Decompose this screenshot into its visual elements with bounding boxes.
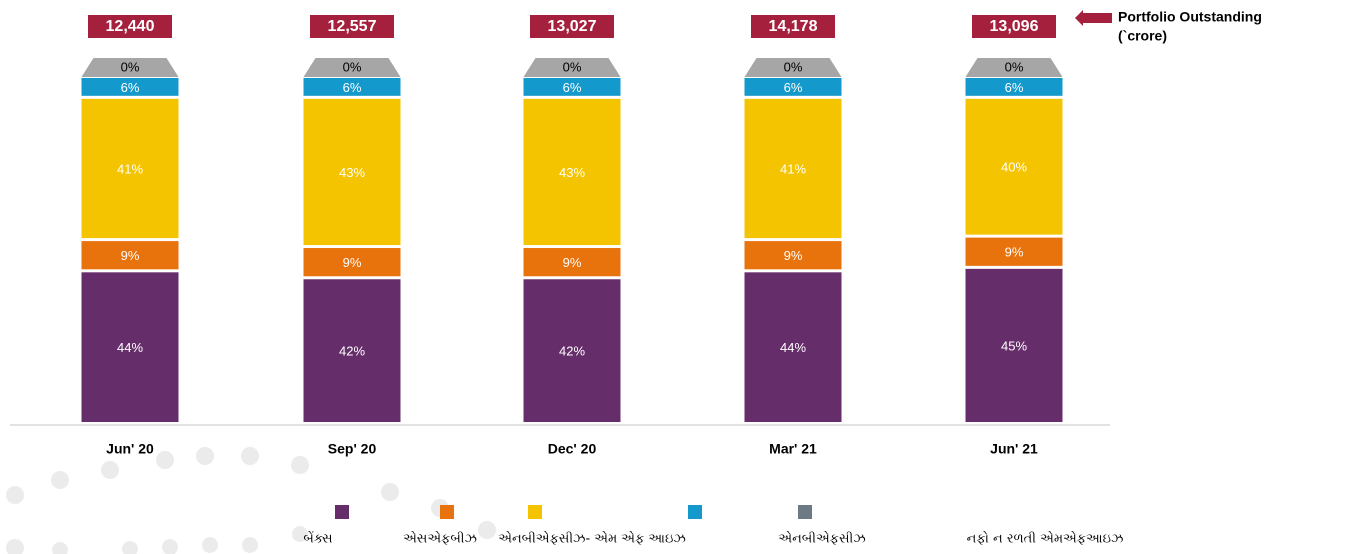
total-label: 12,440 [106,18,155,35]
value-label: 6% [121,80,140,95]
legend-label: એનબીએફસીઝ [778,531,865,547]
bar-segment [523,98,621,246]
value-label: 9% [121,248,140,263]
x-tick-label: Mar' 21 [769,441,817,457]
bar-segment [523,78,621,96]
bar-cap [81,58,179,77]
value-label: 41% [780,161,806,176]
value-label: 40% [1001,160,1027,175]
total-label: 13,096 [990,18,1039,35]
bar-segment [965,78,1063,96]
total-box [751,15,835,38]
total-label: 14,178 [769,18,818,35]
value-label: 9% [1005,245,1024,260]
bar-segment [303,98,401,246]
bar-segment [303,279,401,422]
x-tick-label: Jun' 21 [990,441,1038,457]
value-label: 41% [117,161,143,176]
bar-segment [965,268,1063,422]
total-label: 13,027 [548,18,597,35]
legend-swatch [440,505,454,519]
bar-segment [81,98,179,239]
value-label: 0% [121,59,140,74]
bar-segment [744,98,842,239]
total-box [310,15,394,38]
bar-segment [744,272,842,422]
value-label: 6% [343,80,362,95]
legend-swatch [335,505,349,519]
bar-segment [81,78,179,96]
value-label: 44% [780,340,806,355]
legend-label: એસએફબીઝ [403,531,477,547]
value-label: 9% [563,255,582,270]
bar-cap [744,58,842,77]
value-label: 9% [784,248,803,263]
value-label: 42% [339,344,365,359]
bar-cap [303,58,401,77]
bar-segment [303,78,401,96]
x-tick-label: Jun' 20 [106,441,154,457]
bar-segment [965,98,1063,235]
bar-cap [965,58,1063,77]
value-label: 0% [563,59,582,74]
legend-label: નફો ન રળતી એમએફઆઇઝ [967,531,1124,547]
total-box [530,15,614,38]
bar-segment [744,241,842,270]
value-label: 44% [117,340,143,355]
bar-segment [303,248,401,277]
value-label: 43% [559,165,585,180]
bar-cap [523,58,621,77]
value-label: 6% [784,80,803,95]
legend-swatch [528,505,542,519]
value-label: 43% [339,165,365,180]
legend-label: એનબીએફસીઝ- એમ એફ આઇઝ [498,531,685,547]
bar-segment [81,241,179,270]
x-tick-label: Dec' 20 [548,441,597,457]
annotation-arrow [1075,10,1112,26]
value-label: 6% [563,80,582,95]
value-label: 42% [559,344,585,359]
value-label: 6% [1005,80,1024,95]
bar-segment [523,248,621,277]
bar-segment [744,78,842,96]
annotation: Portfolio Outstanding [1118,9,1262,25]
bar-segment [965,237,1063,266]
legend-swatch [798,505,812,519]
total-box [972,15,1056,38]
value-label: 0% [784,59,803,74]
annotation: (`crore) [1118,28,1167,44]
value-label: 0% [1005,59,1024,74]
x-tick-label: Sep' 20 [328,441,377,457]
value-label: 0% [343,59,362,74]
total-label: 12,557 [328,18,377,35]
bar-segment [81,272,179,422]
value-label: 45% [1001,338,1027,353]
bar-segment [523,279,621,422]
value-label: 9% [343,255,362,270]
legend-label: બેંક્સ [303,530,333,546]
legend-swatch [688,505,702,519]
total-box [88,15,172,38]
